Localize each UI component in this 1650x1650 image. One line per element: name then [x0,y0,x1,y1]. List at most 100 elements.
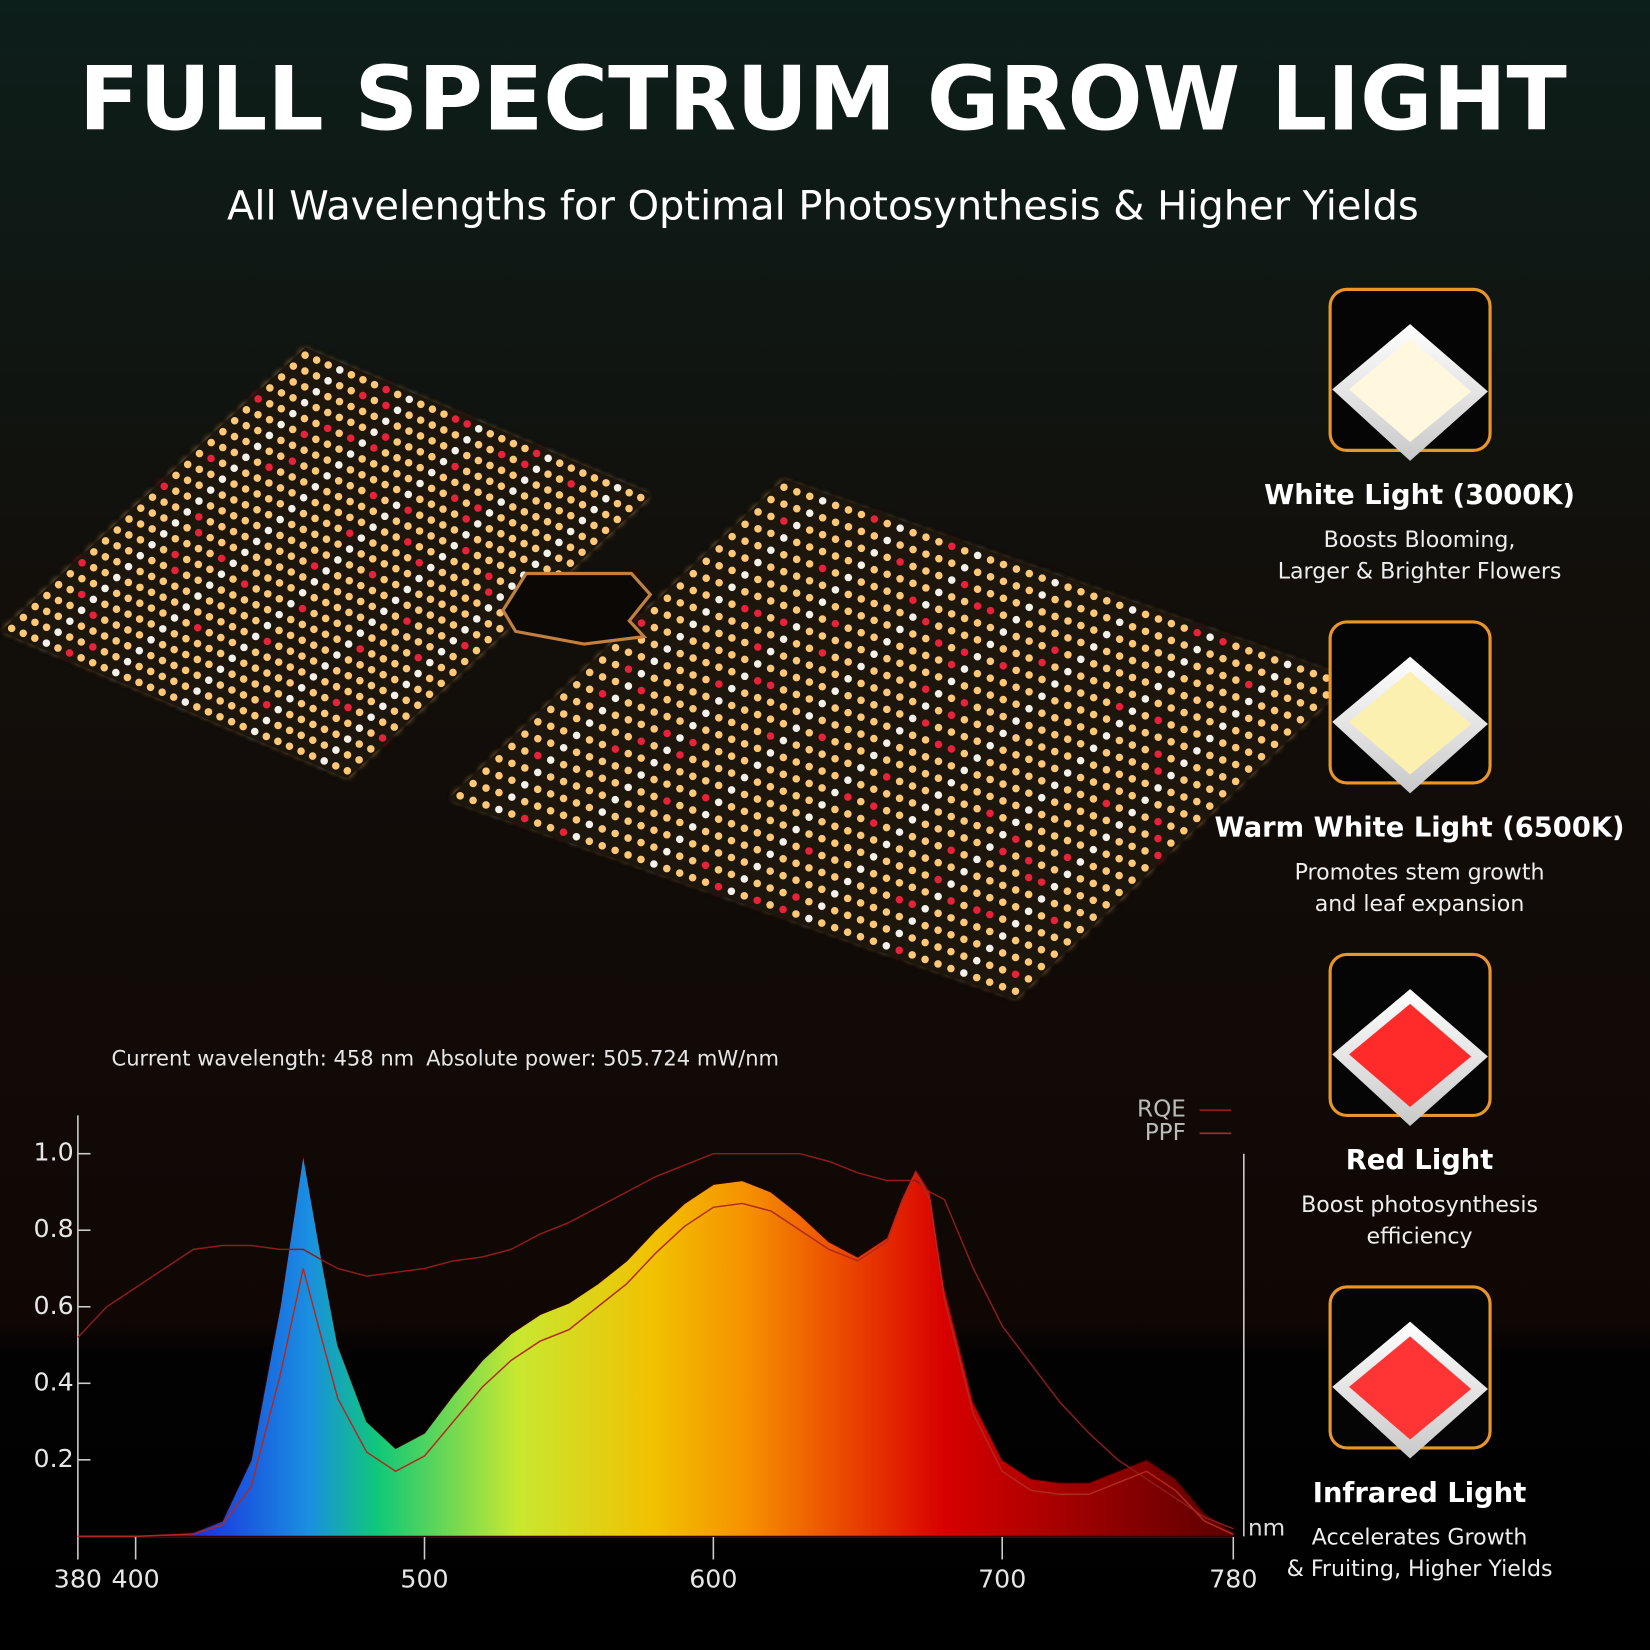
led [741,621,749,630]
led [741,655,749,664]
led [343,735,352,743]
led [1089,862,1098,871]
led [289,409,297,418]
led [1193,645,1201,654]
led [714,866,723,874]
led [650,725,658,733]
led [741,520,749,529]
led [546,739,555,747]
led [474,488,482,496]
led [298,668,306,676]
led [101,537,110,545]
feature-title: Red Light [1346,1145,1494,1176]
led [474,456,483,465]
led [250,727,259,736]
led [598,690,607,698]
led [286,647,295,655]
led [473,535,482,544]
led [531,544,540,553]
led [485,509,494,517]
led [1167,822,1175,831]
led [895,743,904,752]
x-axis-label: nm [1248,1515,1285,1541]
led [740,706,749,714]
led [1257,651,1266,660]
led [611,812,619,821]
led [415,511,424,519]
led [335,413,344,422]
led [624,851,632,859]
led [543,517,552,526]
led [960,766,969,775]
led [766,698,775,707]
led [727,836,736,845]
led [546,773,555,781]
led [869,853,878,861]
led [404,538,412,546]
led [663,628,672,636]
led [392,517,401,525]
led [1115,618,1124,627]
led [1231,760,1240,769]
led [1051,646,1059,655]
led [309,688,318,697]
led [241,501,250,509]
led [65,649,74,657]
led [1077,604,1085,613]
led [714,849,723,857]
led [485,556,493,565]
led [274,721,282,730]
led [332,698,341,707]
led [216,712,224,721]
led [1012,818,1020,827]
led [1141,796,1149,805]
led [335,445,343,453]
led [1077,587,1085,596]
led [312,372,321,380]
led [89,611,97,620]
led [896,642,904,651]
led [218,538,226,547]
led [240,596,249,604]
led [520,476,529,484]
led [158,656,167,665]
led [170,661,178,670]
led [701,777,710,785]
led [251,632,260,641]
led [486,429,495,438]
led [1037,895,1046,903]
led [1063,836,1072,845]
led [1128,775,1137,783]
led [625,504,633,513]
led [555,506,564,515]
led [831,856,839,864]
led [449,621,458,629]
led [54,628,62,636]
led [637,771,645,779]
led [415,543,424,551]
led [205,644,213,653]
led [766,715,775,723]
led [689,671,697,679]
led [844,624,853,632]
led [805,914,813,923]
led [1063,921,1072,929]
led [390,675,399,684]
led [172,487,180,496]
led [331,762,340,770]
led [206,533,215,542]
led [960,715,969,724]
led [368,618,376,627]
led [1076,908,1085,917]
led [229,543,238,552]
led [895,946,904,955]
led [1077,672,1085,680]
led [300,446,308,454]
led [346,481,355,490]
led [999,847,1007,856]
led [1064,600,1072,608]
led [253,505,261,514]
led [112,652,120,661]
led [625,488,633,497]
led [766,766,775,774]
